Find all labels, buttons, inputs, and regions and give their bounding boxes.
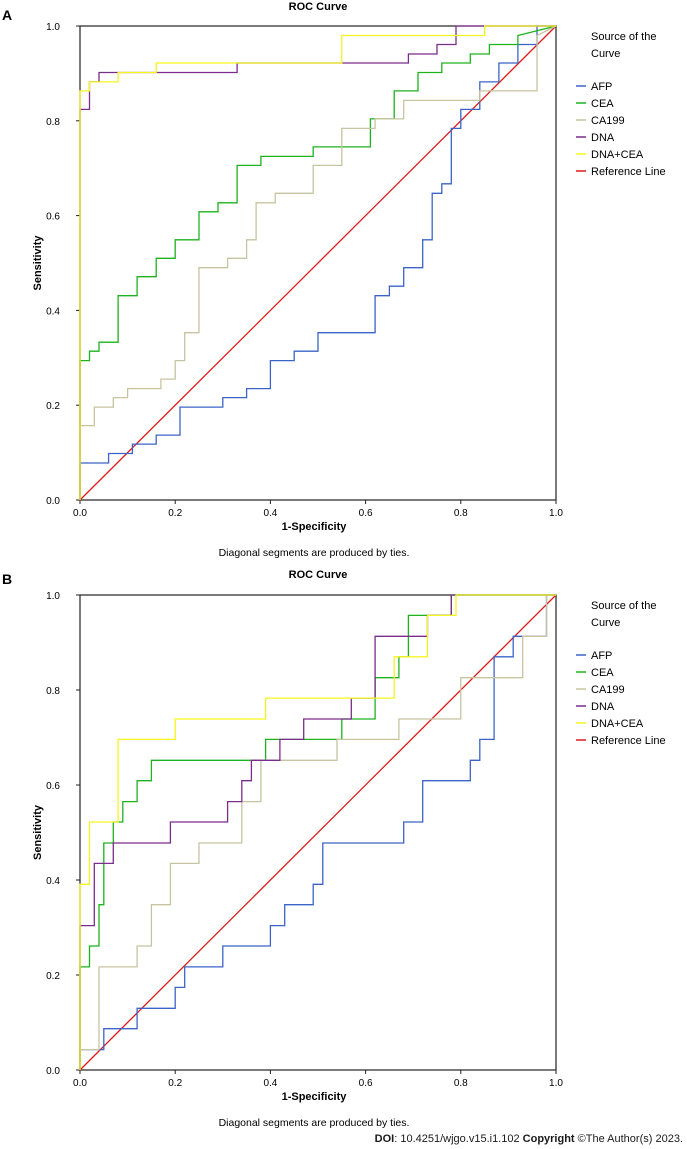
legend-entry-dna-cea: DNA+CEA bbox=[591, 149, 644, 161]
legend-entry-ca199: CA199 bbox=[591, 684, 625, 696]
y-tick-label: 1.0 bbox=[46, 22, 60, 33]
legend-entry-dna: DNA bbox=[591, 132, 615, 144]
x-tick-label: 0.2 bbox=[168, 1078, 182, 1089]
x-tick-label: 0.6 bbox=[359, 508, 373, 519]
panel-label: B bbox=[2, 571, 12, 587]
x-axis-label: 1-Specificity bbox=[282, 521, 348, 533]
copyright-label: Copyright bbox=[522, 1133, 575, 1145]
x-tick-label: 1.0 bbox=[549, 1078, 563, 1089]
legend-title-line: Source of the bbox=[591, 600, 656, 612]
series-line-afp bbox=[79, 594, 556, 1070]
x-tick-label: 0.8 bbox=[454, 508, 468, 519]
footer-citation: DOI: 10.4251/wjgo.v15.i1.102 Copyright ©… bbox=[375, 1133, 683, 1145]
chart-panel-a: A ROC Curve 0.0 0.2 0.4 0.6 0.8 1.0 0.0 0.2 0.4 0.6… bbox=[2, 1, 666, 559]
legend-entry-afp: AFP bbox=[591, 650, 612, 662]
x-tick-label: 0.0 bbox=[73, 1078, 87, 1089]
x-axis-label: 1-Specificity bbox=[282, 1091, 348, 1103]
series-line-reference-line bbox=[79, 25, 557, 501]
legend-entry-reference-line: Reference Line bbox=[591, 166, 666, 178]
legend-title-line: Curve bbox=[591, 617, 620, 629]
ties-note: Diagonal segments are produced by ties. bbox=[219, 1117, 410, 1129]
plot-frame bbox=[79, 594, 557, 1071]
x-tick-label: 0.2 bbox=[168, 508, 182, 519]
y-tick-label: 1.0 bbox=[46, 591, 60, 602]
legend-entry-afp: AFP bbox=[591, 81, 612, 93]
y-tick-label: 0.4 bbox=[46, 876, 60, 887]
y-tick-label: 0.4 bbox=[46, 306, 60, 317]
chart-panel-b: B ROC Curve 0.0 0.2 0.4 0.6 0.8 1.0 0.0 0.2 0.4 0.6… bbox=[2, 569, 666, 1129]
legend-entry-reference-line: Reference Line bbox=[591, 735, 666, 747]
y-tick-label: 0.2 bbox=[46, 971, 60, 982]
chart-title: ROC Curve bbox=[289, 1, 348, 13]
series-line-ca199 bbox=[79, 25, 557, 500]
x-tick-label: 0.0 bbox=[73, 508, 87, 519]
legend-entry-cea: CEA bbox=[591, 667, 614, 679]
copyright-text: ©The Author(s) 2023. bbox=[574, 1133, 683, 1145]
series-line-cea bbox=[79, 25, 557, 500]
legend-title-line: Curve bbox=[591, 48, 620, 60]
chart-title: ROC Curve bbox=[289, 569, 348, 581]
series-line-dna-cea bbox=[79, 594, 556, 1070]
panel-label: A bbox=[2, 7, 12, 23]
series-line-dna-cea bbox=[79, 25, 556, 500]
y-axis-label: Sensitivity bbox=[32, 235, 44, 291]
y-axis-label: Sensitivity bbox=[32, 804, 44, 860]
legend-entry-cea: CEA bbox=[591, 98, 614, 110]
doi-label: DOI bbox=[374, 1133, 395, 1145]
x-tick-label: 1.0 bbox=[549, 508, 563, 519]
x-tick-label: 0.4 bbox=[263, 508, 277, 519]
legend-entry-dna: DNA bbox=[591, 701, 615, 713]
legend-entry-ca199: CA199 bbox=[591, 115, 625, 127]
series-line-dna bbox=[79, 594, 556, 1070]
y-tick-label: 0.2 bbox=[46, 401, 60, 412]
x-tick-label: 0.6 bbox=[359, 1078, 373, 1089]
y-tick-label: 0.0 bbox=[46, 496, 60, 507]
legend-title-line: Source of the bbox=[591, 31, 656, 43]
doi-value: : 10.4251/wjgo.v15.i1.102 bbox=[394, 1133, 520, 1145]
legend-entry-dna-cea: DNA+CEA bbox=[591, 718, 644, 730]
ties-note: Diagonal segments are produced by ties. bbox=[219, 547, 410, 559]
series-line-reference-line bbox=[79, 594, 557, 1071]
x-tick-label: 0.8 bbox=[454, 1078, 468, 1089]
y-tick-label: 0.8 bbox=[46, 117, 60, 128]
y-tick-label: 0.0 bbox=[46, 1066, 60, 1077]
x-tick-label: 0.4 bbox=[263, 1078, 277, 1089]
y-tick-label: 0.6 bbox=[46, 781, 60, 792]
y-tick-label: 0.8 bbox=[46, 686, 60, 697]
y-tick-label: 0.6 bbox=[46, 212, 60, 223]
